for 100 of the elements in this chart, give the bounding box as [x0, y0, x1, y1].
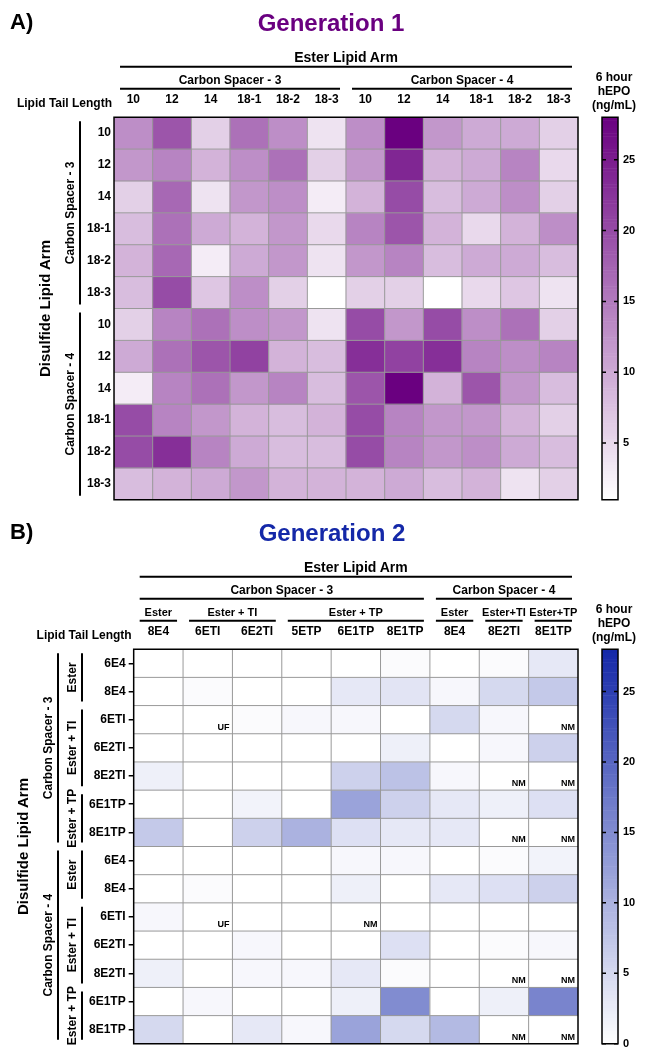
- y-tick-label: 6E4: [104, 655, 126, 670]
- text: UF: [217, 721, 230, 732]
- y-tick-label: 6E2TI: [93, 740, 126, 755]
- x-tick-label: 18-2: [276, 92, 301, 107]
- y-tick-label: 18-3: [86, 476, 112, 491]
- y-tick-label: 18-1: [86, 221, 112, 236]
- text: NM: [561, 834, 575, 845]
- x-tick-label: 8E4: [147, 624, 170, 639]
- y-tick-label: 8E2TI: [93, 768, 126, 783]
- text: NM: [561, 1031, 575, 1042]
- y-tick-label: 10: [97, 316, 112, 331]
- y-tick-label: 14: [97, 189, 112, 204]
- text: NM: [561, 721, 575, 732]
- color-bar-title: 6 hour hEPO (ng/mL): [592, 602, 636, 645]
- color-bar-label: 10: [623, 895, 636, 908]
- text: Ester + TP: [65, 788, 79, 848]
- y-tick-label: 12: [97, 157, 112, 172]
- y-tick-label: 8E4: [104, 683, 126, 698]
- y-tick-label: 6ETI: [100, 711, 126, 726]
- text: NM: [511, 778, 526, 789]
- y-tick-label: 6E1TP: [89, 796, 126, 811]
- chart-title: Generation 2: [258, 519, 406, 547]
- text: NM: [511, 834, 526, 845]
- color-bar-title: 6 hour hEPO (ng/mL): [592, 70, 636, 113]
- x-tick-label: 8E1TP: [534, 624, 572, 639]
- text: Ester+TI: [482, 605, 526, 618]
- text: NM: [511, 1031, 526, 1042]
- x-tick-label: 5ETP: [291, 624, 322, 639]
- y-tick-label: 6E4: [104, 852, 126, 867]
- y-axis-title: Disulfide Lipid Arm: [14, 778, 31, 915]
- y-tick-label: 6E2TI: [93, 937, 126, 952]
- text: Ester + TP: [65, 986, 79, 1046]
- y-tick-label: 8E4: [104, 881, 126, 896]
- text: A): [10, 9, 34, 35]
- text: B): [10, 519, 34, 545]
- text: NM: [363, 919, 378, 930]
- text: Carbon Spacer - 4: [452, 582, 556, 597]
- y-tick-label: 8E1TP: [89, 1022, 126, 1037]
- y-tick-label: 14: [97, 380, 112, 395]
- text: Ester Lipid Arm: [303, 558, 408, 575]
- text: NM: [511, 975, 526, 986]
- text: Ester Lipid Arm: [294, 48, 398, 65]
- x-tick-label: 14: [435, 92, 450, 107]
- text: Ester + TI: [65, 720, 79, 776]
- color-bar-label: 15: [623, 294, 636, 307]
- color-bar-label: 20: [623, 223, 636, 236]
- text: Ester: [144, 605, 173, 618]
- text: UF: [217, 919, 230, 930]
- y-tick-label: 6ETI: [100, 909, 126, 924]
- text: Ester: [65, 859, 79, 890]
- x-tick-label: 12: [165, 92, 180, 107]
- x-axis-title: Lipid Tail Length: [36, 628, 132, 643]
- x-tick-label: 18-3: [314, 92, 339, 107]
- y-tick-label: 18-2: [86, 252, 112, 267]
- x-tick-label: 18-1: [469, 92, 494, 107]
- color-bar-label: 0: [623, 1036, 630, 1049]
- y-tick-label: 6E1TP: [89, 993, 126, 1008]
- y-tick-label: 18-2: [86, 444, 112, 459]
- text: Ester + TI: [207, 605, 258, 618]
- text: Carbon Spacer - 3: [63, 161, 77, 265]
- text: Carbon Spacer - 4: [63, 352, 77, 456]
- text: Carbon Spacer - 4: [41, 893, 55, 997]
- text: Carbon Spacer - 3: [178, 72, 282, 87]
- text: Ester + TP: [328, 605, 383, 618]
- y-tick-label: 8E1TP: [89, 824, 126, 839]
- color-bar-label: 20: [623, 754, 636, 767]
- text: Carbon Spacer - 3: [41, 696, 55, 800]
- x-tick-label: 18-2: [507, 92, 533, 107]
- x-tick-label: 18-1: [237, 92, 262, 107]
- x-tick-label: 8E2TI: [487, 624, 520, 639]
- color-bar-label: 15: [623, 825, 636, 838]
- color-bar-label: 25: [623, 684, 636, 697]
- y-tick-label: 18-3: [86, 284, 112, 299]
- x-tick-label: 12: [397, 92, 411, 107]
- color-bar-label: 25: [623, 152, 636, 165]
- y-tick-label: 12: [97, 348, 112, 363]
- text: Ester+TP: [529, 605, 578, 618]
- y-axis-title: Disulfide Lipid Arm: [36, 240, 53, 377]
- color-bar-label: 5: [623, 966, 630, 979]
- color-bar-label: 10: [623, 365, 636, 378]
- x-tick-label: 6E1TP: [337, 624, 375, 639]
- text: NM: [561, 778, 575, 789]
- x-axis-title: Lipid Tail Length: [16, 96, 113, 111]
- text: Ester + TI: [65, 917, 79, 973]
- x-tick-label: 6E2TI: [241, 624, 274, 639]
- x-tick-label: 10: [358, 92, 373, 107]
- y-tick-label: 10: [97, 125, 112, 140]
- text: Carbon Spacer - 4: [410, 72, 514, 87]
- text: NM: [561, 975, 575, 986]
- chart-title: Generation 1: [257, 9, 405, 37]
- x-tick-label: 10: [126, 92, 141, 107]
- x-tick-label: 18-3: [546, 92, 571, 107]
- x-tick-label: 8E4: [443, 624, 466, 639]
- x-tick-label: 14: [204, 92, 218, 107]
- text: Carbon Spacer - 3: [230, 582, 334, 597]
- x-tick-label: 6ETI: [195, 624, 221, 639]
- y-tick-label: 8E2TI: [93, 965, 126, 980]
- text: Ester: [440, 605, 470, 618]
- x-tick-label: 8E1TP: [386, 624, 424, 639]
- color-bar-label: 5: [623, 436, 630, 449]
